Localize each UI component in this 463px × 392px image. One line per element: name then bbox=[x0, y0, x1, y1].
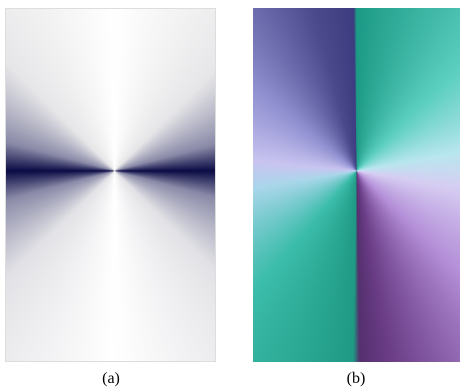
image-panel bbox=[253, 8, 460, 362]
figure: (a) (b) bbox=[0, 0, 463, 392]
image-panel bbox=[5, 8, 216, 362]
caption: (b) bbox=[326, 370, 386, 388]
caption: (a) bbox=[81, 370, 141, 388]
